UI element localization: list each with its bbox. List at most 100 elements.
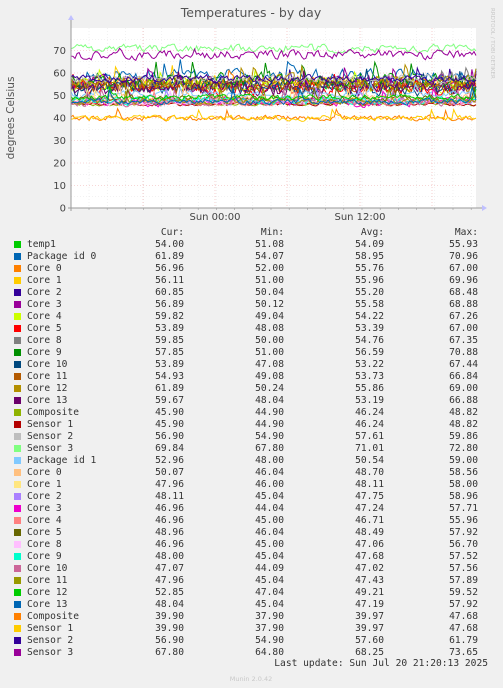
series-cur: 52.96 [155, 455, 184, 466]
legend-swatch [14, 529, 21, 536]
series-max: 48.82 [449, 419, 478, 430]
legend-swatch [14, 409, 21, 416]
series-name: Core 8 [27, 539, 62, 550]
series-cur: 45.90 [155, 419, 184, 430]
legend-swatch [14, 337, 21, 344]
series-max: 47.68 [449, 611, 478, 622]
legend-row: Core 13 59.67 48.04 53.19 66.88 [0, 395, 503, 407]
series-name: Core 10 [27, 359, 68, 370]
series-name: Core 12 [27, 383, 68, 394]
legend-row: Package id 1 52.96 48.00 50.54 59.00 [0, 455, 503, 467]
series-line [70, 86, 477, 104]
series-name: Core 0 [27, 467, 62, 478]
series-name: Core 1 [27, 275, 62, 286]
series-name: Core 13 [27, 599, 68, 610]
series-line [70, 68, 477, 99]
series-name: temp1 [27, 239, 56, 250]
series-avg: 53.22 [355, 359, 384, 370]
y-tick-label: 70 [53, 46, 66, 57]
series-min: 44.90 [255, 419, 284, 430]
series-lines [70, 43, 477, 122]
series-avg: 46.71 [355, 515, 384, 526]
series-cur: 59.67 [155, 395, 184, 406]
series-max: 68.48 [449, 287, 478, 298]
series-line [70, 80, 477, 100]
series-max: 67.26 [449, 311, 478, 322]
series-name: Composite [27, 407, 79, 418]
series-max: 57.92 [449, 599, 478, 610]
series-line [70, 73, 477, 84]
munin-version: Munin 2.0.42 [230, 675, 273, 683]
series-name: Sensor 2 [27, 431, 74, 442]
series-min: 50.24 [255, 383, 284, 394]
series-min: 44.09 [255, 563, 284, 574]
legend-row: Core 2 48.11 45.04 47.75 58.96 [0, 491, 503, 503]
series-max: 59.00 [449, 455, 478, 466]
series-cur: 52.85 [155, 587, 184, 598]
legend-swatch [14, 361, 21, 368]
series-cur: 48.04 [155, 599, 184, 610]
series-cur: 48.00 [155, 551, 184, 562]
series-name: Core 4 [27, 515, 62, 526]
series-name: Core 0 [27, 263, 62, 274]
legend-row: Core 12 52.85 47.04 49.21 59.52 [0, 587, 503, 599]
legend-row: Composite 39.90 37.90 39.97 47.68 [0, 611, 503, 623]
legend-swatch [14, 469, 21, 476]
legend-row: Core 4 59.82 49.04 54.22 67.26 [0, 311, 503, 323]
plot-area [71, 28, 476, 208]
legend-swatch [14, 349, 21, 356]
series-max: 58.96 [449, 491, 478, 502]
series-name: Sensor 1 [27, 623, 74, 634]
series-min: 44.04 [255, 503, 284, 514]
series-avg: 57.60 [355, 635, 384, 646]
legend-swatch [14, 565, 21, 572]
series-name: Sensor 1 [27, 419, 74, 430]
x-tick-label: Sun 12:00 [334, 212, 385, 223]
series-avg: 50.54 [355, 455, 384, 466]
series-avg: 58.95 [355, 251, 384, 262]
series-avg: 54.76 [355, 335, 384, 346]
x-tick-label: Sun 00:00 [189, 212, 240, 223]
series-max: 70.88 [449, 347, 478, 358]
y-tick-labels: 0 10 20 30 40 50 60 70 [53, 46, 66, 215]
legend-swatch [14, 625, 21, 632]
series-max: 69.96 [449, 275, 478, 286]
series-min: 50.00 [255, 335, 284, 346]
series-cur: 61.89 [155, 383, 184, 394]
series-line [70, 86, 477, 102]
series-max: 66.84 [449, 371, 478, 382]
series-cur: 53.89 [155, 323, 184, 334]
legend-swatch [14, 577, 21, 584]
series-max: 48.82 [449, 407, 478, 418]
legend-swatch [14, 253, 21, 260]
axes [68, 15, 487, 211]
series-name: Core 10 [27, 563, 68, 574]
legend-row: Core 9 57.85 51.00 56.59 70.88 [0, 347, 503, 359]
legend-swatch [14, 493, 21, 500]
series-max: 59.86 [449, 431, 478, 442]
series-cur: 47.96 [155, 479, 184, 490]
legend-swatch [14, 421, 21, 428]
series-name: Core 5 [27, 323, 62, 334]
legend-swatch [14, 397, 21, 404]
series-min: 51.00 [255, 347, 284, 358]
series-max: 57.89 [449, 575, 478, 586]
series-avg: 55.96 [355, 275, 384, 286]
series-min: 48.08 [255, 323, 284, 334]
y-axis-arrow [68, 15, 74, 20]
legend-row: Core 1 47.96 46.00 48.11 58.00 [0, 479, 503, 491]
series-min: 67.80 [255, 443, 284, 454]
series-cur: 48.96 [155, 527, 184, 538]
series-cur: 47.07 [155, 563, 184, 574]
legend-swatch [14, 289, 21, 296]
legend-row: Core 0 50.07 46.04 48.70 58.56 [0, 467, 503, 479]
legend-row: Sensor 1 45.90 44.90 46.24 48.82 [0, 419, 503, 431]
series-name: Core 13 [27, 395, 68, 406]
legend-row: Core 1 56.11 51.00 55.96 69.96 [0, 275, 503, 287]
series-max: 57.56 [449, 563, 478, 574]
series-min: 47.08 [255, 359, 284, 370]
series-min: 54.07 [255, 251, 284, 262]
series-max: 66.88 [449, 395, 478, 406]
legend-swatch [14, 385, 21, 392]
series-max: 67.00 [449, 263, 478, 274]
